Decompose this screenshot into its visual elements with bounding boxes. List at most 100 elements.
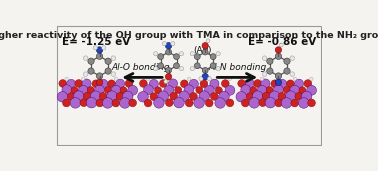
Circle shape	[199, 91, 209, 101]
Circle shape	[162, 42, 166, 46]
Circle shape	[290, 85, 300, 95]
Circle shape	[211, 93, 218, 100]
Circle shape	[294, 79, 304, 88]
Circle shape	[216, 52, 220, 56]
Circle shape	[301, 91, 312, 102]
Circle shape	[144, 99, 152, 107]
Circle shape	[225, 85, 235, 95]
Circle shape	[67, 79, 76, 89]
Circle shape	[252, 91, 263, 101]
Circle shape	[304, 80, 312, 87]
Circle shape	[90, 91, 101, 102]
Circle shape	[196, 87, 203, 94]
Circle shape	[120, 87, 127, 94]
Circle shape	[166, 49, 172, 55]
Text: E= -1.25 eV: E= -1.25 eV	[62, 37, 130, 47]
Circle shape	[96, 73, 103, 79]
Circle shape	[73, 91, 84, 101]
Circle shape	[128, 85, 138, 95]
Circle shape	[207, 77, 212, 81]
Circle shape	[111, 85, 121, 95]
Circle shape	[202, 67, 208, 73]
Circle shape	[210, 63, 216, 69]
Circle shape	[108, 80, 115, 88]
Circle shape	[271, 80, 279, 88]
Circle shape	[219, 91, 229, 102]
Circle shape	[82, 79, 91, 88]
Circle shape	[174, 54, 180, 60]
Circle shape	[279, 43, 283, 47]
Circle shape	[86, 97, 97, 108]
Circle shape	[105, 58, 111, 64]
Circle shape	[114, 77, 118, 81]
Circle shape	[277, 77, 280, 81]
Circle shape	[290, 72, 294, 76]
Circle shape	[275, 53, 282, 60]
Circle shape	[187, 77, 191, 81]
Text: E= -0.86 eV: E= -0.86 eV	[248, 37, 316, 47]
Circle shape	[84, 56, 88, 60]
Circle shape	[80, 99, 88, 107]
Text: (AP): (AP)	[193, 46, 212, 55]
Circle shape	[155, 87, 162, 94]
Circle shape	[160, 80, 167, 87]
Circle shape	[284, 87, 290, 94]
Circle shape	[222, 80, 229, 87]
Circle shape	[185, 99, 193, 107]
Circle shape	[194, 98, 204, 108]
Circle shape	[62, 85, 72, 95]
Circle shape	[262, 72, 267, 76]
Circle shape	[260, 77, 264, 81]
Circle shape	[102, 98, 113, 108]
Circle shape	[63, 99, 70, 107]
Circle shape	[215, 98, 225, 108]
Circle shape	[180, 67, 184, 71]
Circle shape	[112, 99, 120, 107]
Circle shape	[65, 77, 68, 81]
Circle shape	[175, 87, 182, 94]
Circle shape	[158, 91, 169, 101]
Circle shape	[81, 77, 85, 81]
Circle shape	[295, 93, 303, 100]
Circle shape	[169, 79, 178, 88]
Circle shape	[205, 99, 213, 107]
Circle shape	[308, 99, 315, 107]
Circle shape	[131, 77, 134, 81]
Circle shape	[119, 98, 130, 108]
Circle shape	[57, 91, 68, 102]
Circle shape	[228, 77, 231, 81]
Circle shape	[144, 85, 153, 95]
Text: Al-O bonding: Al-O bonding	[111, 63, 170, 73]
Text: Al-N bonding: Al-N bonding	[209, 63, 267, 73]
Circle shape	[226, 99, 234, 107]
Circle shape	[96, 99, 104, 107]
Circle shape	[210, 54, 216, 60]
Circle shape	[190, 52, 194, 56]
Circle shape	[166, 99, 173, 107]
Circle shape	[111, 56, 116, 60]
Circle shape	[153, 98, 164, 108]
Circle shape	[87, 87, 94, 94]
Text: Higher reactivity of the OH group with TMA in comparison to the NH₂ group: Higher reactivity of the OH group with T…	[0, 31, 378, 40]
Circle shape	[158, 63, 164, 69]
Circle shape	[78, 86, 88, 95]
Circle shape	[266, 87, 273, 94]
Circle shape	[241, 85, 251, 95]
Circle shape	[299, 98, 309, 108]
Circle shape	[71, 87, 78, 94]
Circle shape	[267, 58, 273, 64]
Circle shape	[184, 85, 194, 95]
Circle shape	[190, 67, 194, 71]
Circle shape	[166, 67, 172, 73]
Circle shape	[238, 80, 246, 87]
Circle shape	[139, 80, 147, 87]
Circle shape	[245, 79, 255, 89]
Circle shape	[99, 79, 108, 88]
Circle shape	[265, 97, 276, 108]
Circle shape	[194, 63, 200, 69]
Circle shape	[307, 85, 316, 95]
Circle shape	[96, 53, 103, 60]
Circle shape	[180, 80, 188, 88]
Circle shape	[284, 68, 290, 74]
Circle shape	[216, 67, 220, 71]
